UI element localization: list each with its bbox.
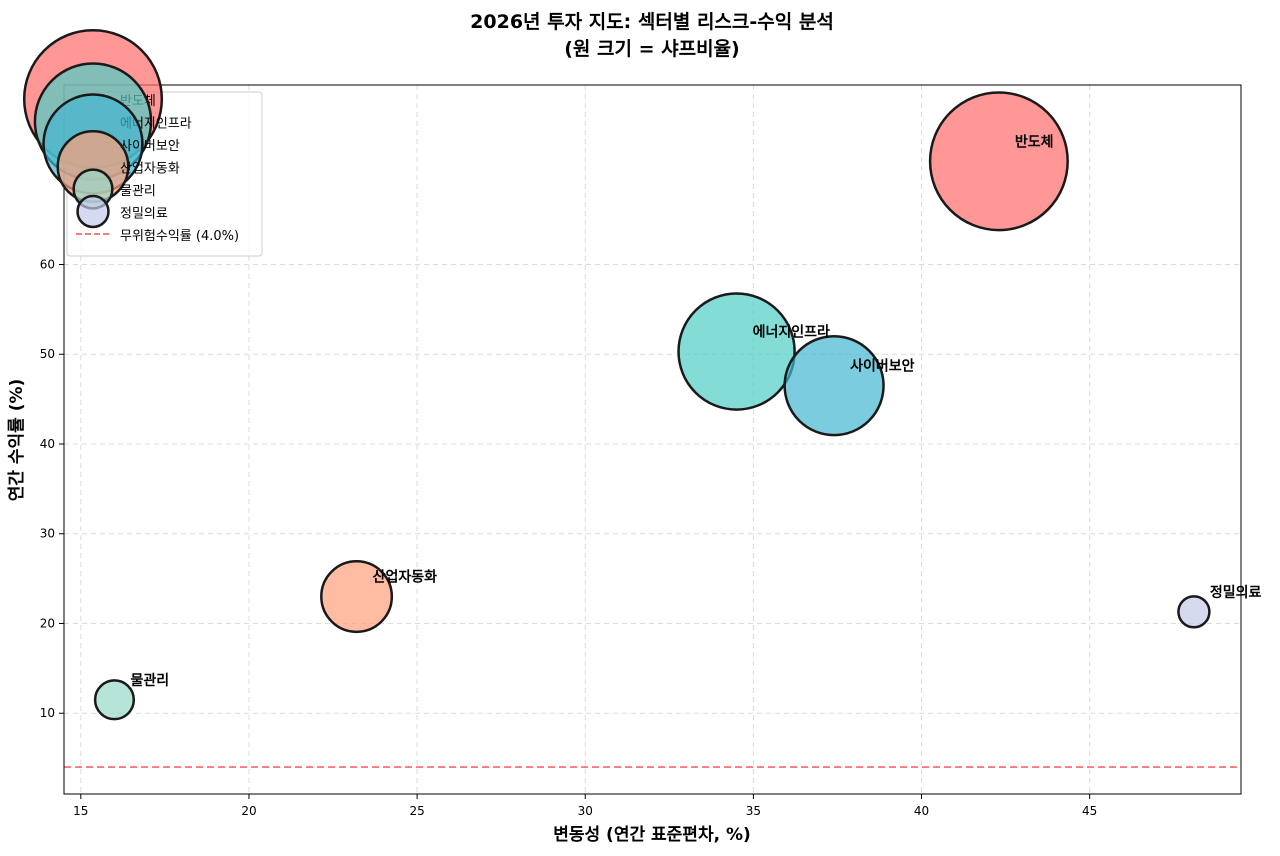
y-tick-label: 20 [40,616,55,630]
y-tick-label: 40 [40,437,55,451]
x-tick-label: 40 [914,804,929,818]
y-tick-label: 50 [40,347,55,361]
legend: 반도체에너지인프라사이버보안산업자동화물관리정밀의료무위험수익률 (4.0%) [22,28,263,257]
legend-label-3: 산업자동화 [120,162,180,177]
bubble-layer [93,91,1211,721]
legend-marker-5 [76,194,110,229]
x-tick-label: 30 [578,804,593,818]
chart-title-line1: 2026년 투자 지도: 섹터별 리스크-수익 분석 [470,11,834,33]
point-label-4: 물관리 [130,672,169,689]
legend-label-2: 사이버보안 [120,139,180,154]
y-tick-label: 10 [40,706,55,720]
bubble-4 [93,679,136,721]
legend-label-5: 정밀의료 [120,207,168,222]
y-tick-label: 30 [40,527,55,541]
chart-title-line2: (원 크기 = 샤프비율) [564,38,740,60]
point-label-0: 반도체 [1015,133,1054,150]
x-tick-label: 20 [241,804,256,818]
x-tick-label: 15 [73,804,88,818]
point-label-2: 사이버보안 [850,358,915,375]
legend-label-ref: 무위험수익률 (4.0%) [120,229,239,244]
plot-frame [63,84,1242,795]
y-tick-label: 60 [40,257,55,271]
bubble-5 [1177,595,1211,629]
point-label-3: 산업자동화 [373,569,438,586]
bubble-2 [783,334,885,437]
point-label-5: 정밀의료 [1210,584,1262,601]
bubble-3 [320,560,394,634]
x-tick-label: 25 [409,804,424,818]
x-tick-label: 45 [1082,804,1097,818]
bubble-0 [928,91,1069,232]
legend-label-4: 물관리 [120,184,156,199]
point-label-1: 에너지인프라 [753,324,830,341]
x-tick-label: 35 [746,804,761,818]
bubble-1 [677,292,796,411]
grid-layer [64,85,1241,794]
x-axis-label: 변동성 (연간 표준편차, %) [553,825,751,845]
y-axis-label: 연간 수익률 (%) [7,379,27,502]
tick-layer: 15 20 25 30 35 40 45 10 20 30 40 50 60 [40,257,1098,818]
